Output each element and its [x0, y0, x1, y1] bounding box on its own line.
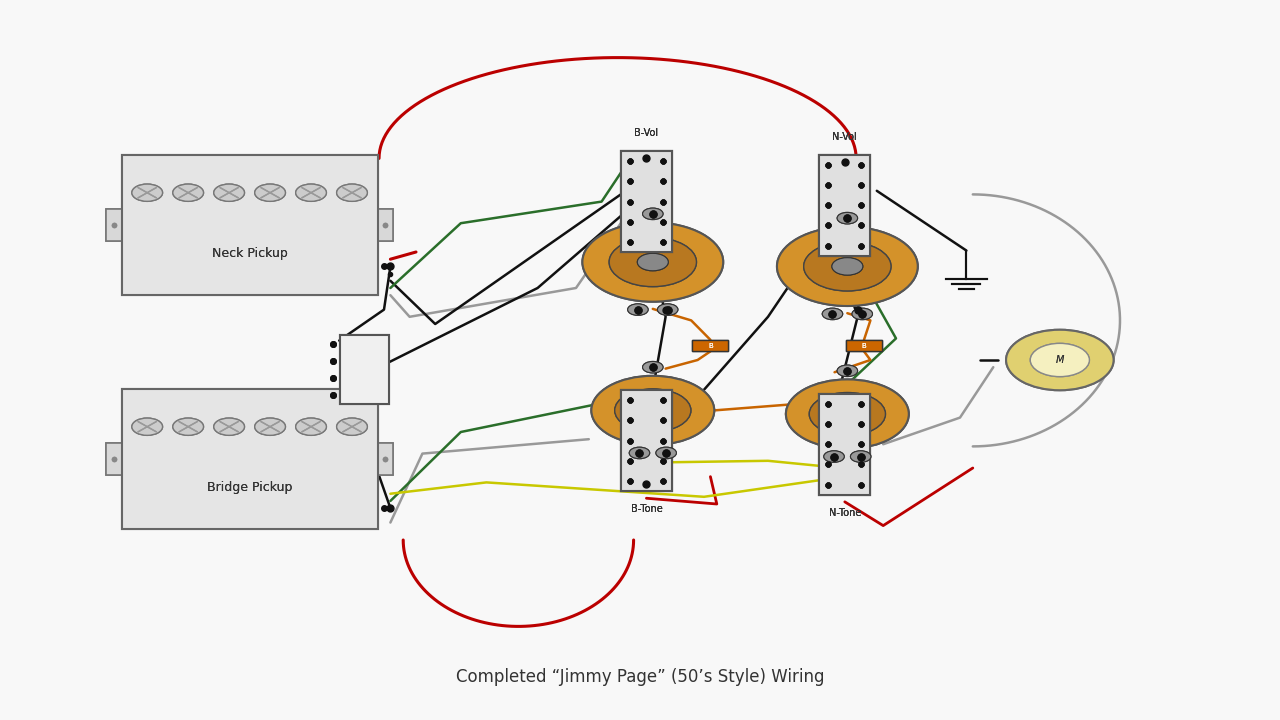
Circle shape — [777, 227, 918, 306]
FancyBboxPatch shape — [692, 340, 728, 351]
Circle shape — [809, 392, 886, 436]
FancyBboxPatch shape — [106, 209, 122, 241]
FancyBboxPatch shape — [692, 340, 728, 351]
Text: N-Vol: N-Vol — [832, 132, 858, 142]
FancyBboxPatch shape — [340, 336, 389, 403]
Text: M: M — [1056, 355, 1064, 365]
Circle shape — [255, 418, 285, 436]
Circle shape — [173, 418, 204, 436]
Circle shape — [173, 184, 204, 202]
Circle shape — [173, 184, 204, 202]
FancyBboxPatch shape — [122, 389, 378, 529]
Circle shape — [609, 238, 696, 287]
Circle shape — [655, 447, 676, 459]
Circle shape — [637, 253, 668, 271]
Circle shape — [582, 222, 723, 302]
Circle shape — [296, 184, 326, 202]
Circle shape — [658, 304, 678, 315]
Circle shape — [804, 242, 891, 291]
FancyBboxPatch shape — [378, 209, 393, 241]
Circle shape — [173, 418, 204, 436]
Circle shape — [1006, 330, 1114, 390]
Circle shape — [637, 253, 668, 271]
Circle shape — [658, 304, 678, 315]
Circle shape — [786, 379, 909, 449]
Circle shape — [655, 447, 676, 459]
Circle shape — [337, 184, 367, 202]
Circle shape — [837, 365, 858, 377]
Circle shape — [132, 418, 163, 436]
Circle shape — [639, 402, 667, 418]
Circle shape — [833, 406, 861, 422]
FancyBboxPatch shape — [122, 155, 378, 295]
FancyBboxPatch shape — [819, 394, 870, 495]
Text: Bridge Pickup: Bridge Pickup — [207, 480, 292, 494]
Circle shape — [214, 184, 244, 202]
Circle shape — [832, 258, 863, 275]
Text: B-Vol: B-Vol — [635, 128, 658, 138]
FancyBboxPatch shape — [621, 390, 672, 491]
Circle shape — [255, 184, 285, 202]
FancyBboxPatch shape — [621, 151, 672, 252]
Circle shape — [132, 418, 163, 436]
Circle shape — [255, 418, 285, 436]
Circle shape — [337, 418, 367, 436]
FancyBboxPatch shape — [621, 390, 672, 491]
Text: N-Tone: N-Tone — [828, 508, 861, 518]
Circle shape — [214, 418, 244, 436]
Text: Neck Pickup: Neck Pickup — [211, 246, 288, 260]
Text: B-Vol: B-Vol — [635, 128, 658, 138]
FancyBboxPatch shape — [378, 443, 393, 475]
Text: Bridge Pickup: Bridge Pickup — [207, 480, 292, 494]
Circle shape — [627, 304, 648, 315]
Text: B: B — [861, 343, 867, 348]
Circle shape — [1006, 330, 1114, 390]
Circle shape — [337, 418, 367, 436]
FancyBboxPatch shape — [819, 155, 870, 256]
Circle shape — [1030, 343, 1089, 377]
Circle shape — [643, 361, 663, 373]
Circle shape — [837, 212, 858, 224]
Circle shape — [132, 184, 163, 202]
Circle shape — [777, 227, 918, 306]
Circle shape — [296, 418, 326, 436]
Circle shape — [132, 184, 163, 202]
Circle shape — [832, 258, 863, 275]
Text: N-Tone: N-Tone — [828, 508, 861, 518]
FancyBboxPatch shape — [819, 155, 870, 256]
Text: B-Tone: B-Tone — [631, 504, 662, 514]
Circle shape — [824, 451, 845, 462]
Text: B: B — [861, 343, 867, 348]
FancyBboxPatch shape — [106, 443, 122, 475]
FancyBboxPatch shape — [122, 155, 378, 295]
Circle shape — [837, 365, 858, 377]
Text: M: M — [1056, 355, 1064, 365]
Circle shape — [591, 376, 714, 445]
Circle shape — [337, 184, 367, 202]
Circle shape — [627, 304, 648, 315]
Circle shape — [296, 184, 326, 202]
Circle shape — [614, 389, 691, 432]
FancyBboxPatch shape — [819, 155, 870, 256]
Circle shape — [609, 238, 696, 287]
Text: B-Tone: B-Tone — [631, 504, 662, 514]
Circle shape — [630, 447, 650, 459]
Text: N-Tone: N-Tone — [828, 508, 861, 518]
Circle shape — [804, 242, 891, 291]
Text: B: B — [708, 343, 713, 348]
FancyBboxPatch shape — [340, 336, 389, 403]
Circle shape — [822, 308, 842, 320]
FancyBboxPatch shape — [621, 151, 672, 252]
Circle shape — [614, 389, 691, 432]
Circle shape — [852, 308, 873, 320]
Circle shape — [786, 379, 909, 449]
Circle shape — [643, 208, 663, 220]
Circle shape — [850, 451, 870, 462]
Circle shape — [296, 418, 326, 436]
Circle shape — [822, 308, 842, 320]
Circle shape — [639, 402, 667, 418]
Text: B-Tone: B-Tone — [631, 504, 662, 514]
Text: B: B — [708, 343, 713, 348]
Circle shape — [582, 222, 723, 302]
